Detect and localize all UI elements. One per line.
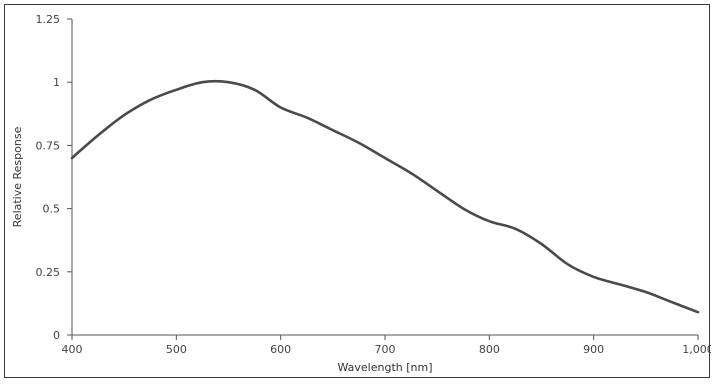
y-tick-label: 1 [53,76,60,89]
x-tick-label: 400 [62,343,83,356]
x-tick-label: 1,000 [682,343,711,356]
y-axis-title: Relative Response [11,126,24,227]
y-tick-label: 1.25 [36,13,61,26]
response-curve [70,79,700,314]
x-tick-label: 600 [270,343,291,356]
y-tick-label: 0.25 [36,266,61,279]
line-chart: 400 500 600 700 800 900 1,000 0 0.25 0.5 0.75 1 1.2… [11,13,711,374]
x-ticks: 400 500 600 700 800 900 1,000 [62,335,711,356]
axes [71,19,698,336]
x-tick-label: 900 [583,343,604,356]
x-tick-label: 500 [166,343,187,356]
x-tick-label: 800 [479,343,500,356]
x-axis-title: Wavelength [nm] [337,361,432,374]
y-tick-label: 0 [53,329,60,342]
series-lines [70,79,700,314]
chart-frame: 400 500 600 700 800 900 1,000 0 0.25 0.5 0.75 1 1.2… [4,4,711,378]
x-tick-label: 700 [375,343,396,356]
y-tick-label: 0.5 [43,203,61,216]
y-ticks: 0 0.25 0.5 0.75 1 1.25 [36,13,72,342]
y-tick-label: 0.75 [36,139,61,152]
